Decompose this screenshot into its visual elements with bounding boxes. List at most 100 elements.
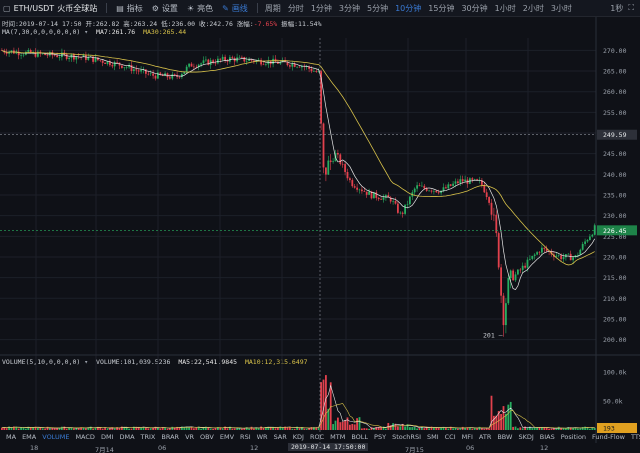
candle-body bbox=[219, 58, 222, 60]
indicator-tab[interactable]: Fund-Flow bbox=[592, 432, 625, 441]
indicator-tab[interactable]: DMI bbox=[100, 432, 114, 441]
indicator-tab[interactable]: MA bbox=[6, 432, 17, 441]
candle-body bbox=[440, 190, 442, 194]
price-tick: 245.00 bbox=[603, 150, 627, 158]
interval-tab[interactable]: 10分钟 bbox=[395, 3, 422, 13]
volume-bar bbox=[221, 428, 224, 430]
volume-bar bbox=[130, 428, 133, 430]
indicator-tab[interactable]: Position bbox=[560, 432, 587, 441]
fullscreen-icon[interactable]: ⛶ bbox=[628, 3, 634, 12]
price-tick: 230.00 bbox=[603, 212, 627, 220]
price-tick: 240.00 bbox=[603, 171, 627, 179]
indicator-tab[interactable]: BBW bbox=[497, 432, 513, 441]
volume-bar bbox=[212, 428, 214, 430]
volume-collapse-icon[interactable]: ▾ bbox=[84, 358, 89, 366]
interval-tab[interactable]: 2小时 bbox=[522, 3, 544, 13]
volume-bar bbox=[344, 420, 346, 430]
indicator-tab[interactable]: KDJ bbox=[292, 432, 304, 441]
volume-params[interactable]: VOLUME(5,10,0,0,0,0) bbox=[2, 358, 81, 366]
volume-bar bbox=[317, 428, 320, 430]
interval-tab[interactable]: 30分钟 bbox=[461, 3, 488, 13]
volume-bar bbox=[89, 426, 92, 430]
candle-body bbox=[560, 255, 562, 260]
volume-bar bbox=[567, 427, 570, 430]
interval-tab[interactable]: 3小时 bbox=[550, 3, 572, 13]
refresh-rate[interactable]: 1秒 bbox=[610, 4, 624, 13]
candle-body bbox=[262, 64, 265, 66]
theme-button[interactable]: ☀ 亮色 bbox=[187, 3, 213, 14]
indicator-tab[interactable]: ATR bbox=[478, 432, 492, 441]
candle-body bbox=[243, 56, 246, 62]
indicator-tab[interactable]: EMV bbox=[219, 432, 235, 441]
indicator-tab[interactable]: MACD bbox=[75, 432, 95, 441]
indicator-tab[interactable]: RSI bbox=[240, 432, 251, 441]
indicator-tab[interactable]: PSY bbox=[374, 432, 387, 441]
draw-button[interactable]: ✎ 画线 bbox=[222, 3, 248, 14]
indicator-tab[interactable]: TRIX bbox=[140, 432, 156, 441]
indicator-tab[interactable]: SAR bbox=[273, 432, 287, 441]
indicators-button[interactable]: ▤ 指标 bbox=[116, 3, 143, 14]
interval-tab[interactable]: 5分钟 bbox=[367, 3, 389, 13]
interval-tab[interactable]: 1小时 bbox=[494, 3, 516, 13]
indicator-tab[interactable]: BIAS bbox=[539, 432, 555, 441]
candle-body bbox=[53, 55, 56, 56]
indicator-tab[interactable]: CCI bbox=[444, 432, 456, 441]
indicator-tab[interactable]: MTM bbox=[330, 432, 346, 441]
indicator-tab[interactable]: SKDJ bbox=[518, 432, 534, 441]
indicator-tab[interactable]: VR bbox=[185, 432, 195, 441]
settings-button[interactable]: ⚙ 设置 bbox=[152, 3, 178, 14]
volume-bar bbox=[308, 428, 310, 430]
indicator-tab[interactable]: VOLUME bbox=[42, 432, 70, 441]
volume-bar bbox=[183, 426, 186, 430]
interval-tab[interactable]: 周期 bbox=[264, 3, 281, 13]
ma-collapse-icon[interactable]: ▾ bbox=[84, 28, 89, 36]
volume-bar bbox=[363, 428, 366, 430]
volume-bar bbox=[123, 426, 126, 430]
indicator-tab[interactable]: StochRSI bbox=[392, 432, 421, 441]
indicator-tab[interactable]: MFI bbox=[461, 432, 473, 441]
candle-body bbox=[327, 160, 330, 175]
indicator-tab[interactable]: EMA bbox=[22, 432, 37, 441]
candle-body bbox=[341, 163, 344, 165]
open-label: 开: bbox=[85, 20, 96, 28]
volume-bar bbox=[46, 426, 49, 430]
volume-bar bbox=[589, 428, 591, 430]
candle-body bbox=[75, 56, 78, 60]
indicator-tab[interactable]: TTSI bbox=[630, 432, 640, 441]
candle-body bbox=[15, 51, 18, 54]
candle-body bbox=[123, 67, 126, 68]
volume-bar bbox=[421, 426, 423, 430]
amplitude-label: 振幅: bbox=[281, 20, 299, 28]
candle-body bbox=[435, 190, 438, 193]
indicator-tab[interactable]: WR bbox=[256, 432, 268, 441]
interval-tab[interactable]: 3分钟 bbox=[338, 3, 360, 13]
indicator-tab[interactable]: DMA bbox=[119, 432, 135, 441]
candle-body bbox=[349, 178, 351, 181]
indicator-tab[interactable]: ROC bbox=[309, 432, 325, 441]
indicator-tab[interactable]: OBV bbox=[200, 432, 214, 441]
volume-bar bbox=[178, 427, 181, 430]
interval-tab[interactable]: 分时 bbox=[287, 3, 304, 13]
volume-tick: 50.0k bbox=[603, 397, 623, 405]
volume-bar bbox=[406, 424, 409, 430]
interval-tab[interactable]: 1分钟 bbox=[310, 3, 332, 13]
top-toolbar: ▢ ETH/USDT 火币全球站 ▤ 指标 ⚙ 设置 ☀ 亮色 ✎ 画线 周期分… bbox=[0, 0, 640, 17]
divider bbox=[256, 3, 258, 13]
candle-body bbox=[20, 54, 22, 56]
volume-bar bbox=[442, 426, 445, 430]
candle-body bbox=[397, 203, 399, 213]
ma-params[interactable]: MA(7,30,0,0,0,0,0,0) bbox=[2, 28, 81, 36]
indicator-tab[interactable]: BOLL bbox=[351, 432, 369, 441]
indicator-tab[interactable]: BRAR bbox=[161, 432, 180, 441]
pair-selector[interactable]: ▢ ETH/USDT 火币全球站 bbox=[0, 3, 97, 14]
indicator-tab[interactable]: SMI bbox=[426, 432, 439, 441]
candle-body bbox=[473, 179, 476, 180]
candle-body bbox=[579, 249, 582, 256]
candle-body bbox=[593, 225, 596, 235]
candle-body bbox=[56, 55, 58, 58]
volume-bar bbox=[541, 427, 543, 430]
interval-tab[interactable]: 15分钟 bbox=[428, 3, 455, 13]
volume-bar bbox=[536, 427, 538, 430]
volume-bar bbox=[476, 428, 478, 430]
